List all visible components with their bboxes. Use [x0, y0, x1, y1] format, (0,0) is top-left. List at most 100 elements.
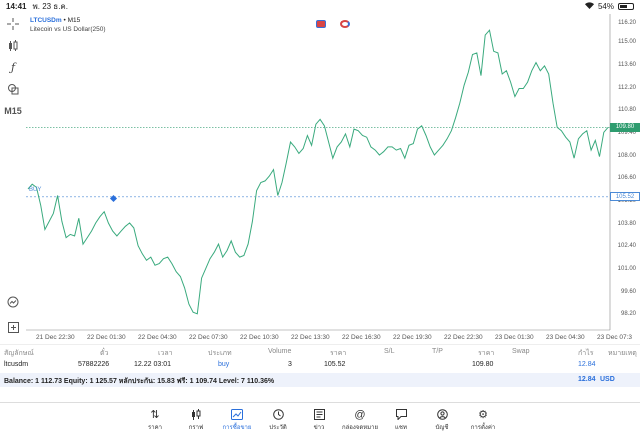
col-symbol[interactable]: สัญลักษณ์ — [4, 350, 34, 357]
add-window-icon[interactable] — [4, 318, 22, 336]
market-depth-icon[interactable] — [340, 20, 350, 28]
total-profit: 12.84 — [578, 376, 596, 383]
price-series-line — [27, 29, 609, 315]
candles-icon — [176, 409, 216, 422]
chart-description: Litecoin vs US Dollar(250) — [30, 26, 106, 33]
y-tick-label: 103.80 — [617, 220, 636, 227]
tab-trade-label: การซื้อขาย — [222, 425, 252, 431]
row-type: buy — [218, 361, 230, 368]
table-row[interactable]: ltcusdm 57882226 12.22 03:01 buy 3 105.5… — [0, 358, 640, 372]
date: พ. 23 ธ.ค. — [32, 2, 68, 11]
news-icon — [299, 409, 339, 422]
history-clock-icon — [258, 409, 298, 422]
tab-quotes-label: ราคา — [148, 425, 162, 431]
battery-percent: 54% — [597, 2, 614, 11]
sort-arrows-icon: ⇅ — [150, 409, 160, 421]
crosshair-icon[interactable] — [4, 15, 22, 33]
col-price[interactable]: ราคา — [478, 350, 495, 357]
y-tick-label: 116.20 — [618, 19, 636, 26]
indicators-icon[interactable] — [4, 37, 22, 55]
x-tick-label: 23 Dec 01:30 — [495, 334, 534, 341]
x-tick-label: 22 Dec 07:30 — [189, 334, 228, 341]
tab-news-label: ข่าว — [313, 425, 325, 431]
chart-canvas — [26, 14, 611, 331]
tab-history-label: ประวัติ — [269, 425, 287, 431]
y-tick-label: 109.40 — [617, 129, 636, 136]
clock: 14:41 — [6, 2, 27, 11]
tab-account-label: บัญชี — [435, 425, 449, 431]
col-comment[interactable]: หมายเหตุ — [608, 350, 637, 357]
x-tick-label: 22 Dec 13:30 — [291, 334, 330, 341]
one-click-trading-icon[interactable] — [316, 20, 326, 28]
header-separator: • — [63, 17, 66, 24]
col-volume[interactable]: Volume — [268, 348, 292, 355]
tab-chat[interactable]: แชท — [381, 409, 421, 432]
x-tick-label: 22 Dec 16:30 — [342, 334, 381, 341]
chart-period: M15 — [67, 17, 81, 24]
tab-history[interactable]: ประวัติ — [258, 409, 298, 432]
y-tick-label: 115.00 — [618, 39, 636, 46]
zoom-icon[interactable] — [4, 293, 22, 311]
row-open-price: 105.52 — [324, 361, 346, 368]
col-swap[interactable]: Swap — [512, 348, 530, 355]
col-time[interactable]: เวลา — [158, 350, 173, 357]
current-price-tag: 109.80 — [610, 122, 640, 132]
tab-chart[interactable]: กราฟ — [176, 409, 216, 432]
tab-mailbox-label: กล่องจดหมาย — [341, 425, 379, 431]
col-tp[interactable]: T/P — [432, 348, 443, 355]
tab-settings[interactable]: ⚙ การตั้งค่า — [463, 409, 503, 432]
col-type[interactable]: ประเภท — [208, 350, 232, 357]
row-symbol: ltcusdm — [4, 361, 29, 368]
chat-icon — [381, 409, 421, 422]
objects-icon[interactable] — [4, 80, 22, 98]
x-tick-label: 22 Dec 19:30 — [393, 334, 432, 341]
function-icon[interactable]: ƒ — [10, 60, 16, 74]
col-sl[interactable]: S/L — [384, 348, 395, 355]
y-tick-label: 112.20 — [618, 84, 636, 91]
tab-account[interactable]: บัญชี — [422, 409, 462, 432]
account-icon — [422, 409, 462, 422]
battery-icon — [618, 3, 634, 10]
tab-news[interactable]: ข่าว — [299, 409, 339, 432]
y-tick-label: 108.00 — [617, 152, 636, 159]
y-tick-label: 113.60 — [618, 61, 636, 68]
status-bar: 14:41 พ. 23 ธ.ค. 54% — [0, 0, 640, 13]
x-tick-label: 23 Dec 07:3 — [597, 334, 633, 341]
x-tick-label: 22 Dec 04:30 — [138, 334, 177, 341]
tab-chart-label: กราฟ — [188, 425, 204, 431]
balance-bar: Balance: 1 112.73 Equity: 1 125.57 หลักป… — [0, 373, 640, 387]
row-price: 109.80 — [472, 361, 494, 368]
row-time: 12.22 03:01 — [134, 361, 171, 368]
tab-quotes[interactable]: ⇅ ราคา — [135, 409, 175, 432]
x-tick-label: 22 Dec 01:30 — [87, 334, 126, 341]
y-tick-label: 98.20 — [620, 311, 636, 318]
x-tick-label: 22 Dec 22:30 — [444, 334, 483, 341]
row-volume: 3 — [288, 361, 292, 368]
y-tick-label: 99.60 — [620, 288, 636, 295]
col-open-price[interactable]: ราคา — [330, 350, 347, 357]
tab-mailbox[interactable]: @ กล่องจดหมาย — [340, 409, 380, 432]
at-icon: @ — [354, 409, 366, 421]
bottom-tab-bar: ⇅ ราคา กราฟ การซื้อขาย ประวัติ ข่าว @ กล… — [0, 402, 640, 447]
buy-label: BUY — [29, 187, 42, 193]
row-ticket: 57882226 — [78, 361, 110, 368]
buy-price-tag: 105.52 — [610, 192, 640, 202]
currency-label: USD — [600, 376, 615, 383]
col-ticket[interactable]: ตั๋ว — [100, 350, 109, 357]
col-profit[interactable]: กำไร — [578, 350, 594, 357]
balance-text: Balance: 1 112.73 Equity: 1 125.57 หลักป… — [4, 378, 275, 385]
chart-header-controls — [316, 20, 350, 28]
row-profit: 12.84 — [578, 361, 596, 368]
table-header: สัญลักษณ์ ตั๋ว เวลา ประเภท Volume ราคา S… — [0, 344, 640, 358]
chart-symbol: LTCUSDm — [30, 17, 62, 24]
timeframe-button[interactable]: M15 — [4, 106, 22, 116]
tab-trade[interactable]: การซื้อขาย — [217, 409, 257, 432]
tab-chat-label: แชท — [395, 425, 407, 431]
price-chart[interactable]: LTCUSDm • M15 Litecoin vs US Dollar(250)… — [26, 14, 640, 344]
y-tick-label: 110.80 — [618, 107, 636, 114]
x-tick-label: 22 Dec 10:30 — [240, 334, 279, 341]
wifi-icon — [584, 2, 594, 11]
x-tick-label: 23 Dec 04:30 — [546, 334, 585, 341]
y-tick-label: 106.60 — [617, 175, 636, 182]
chart-header: LTCUSDm • M15 Litecoin vs US Dollar(250) — [30, 16, 106, 34]
